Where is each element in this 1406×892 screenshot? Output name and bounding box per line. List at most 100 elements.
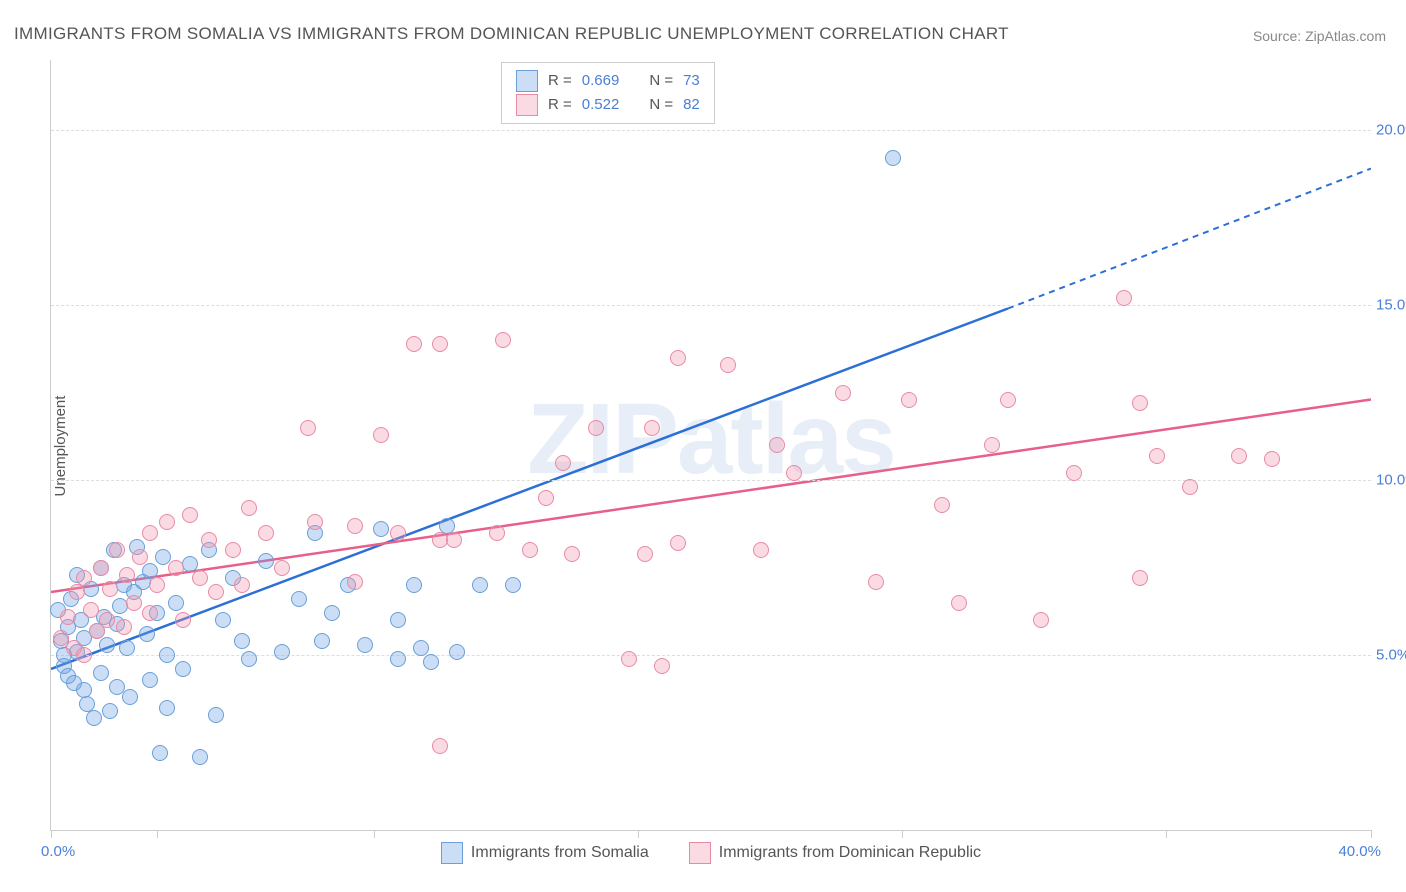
source-prefix: Source: [1253,28,1301,44]
data-point [119,567,135,583]
data-point [122,689,138,705]
data-point [564,546,580,562]
data-point [390,651,406,667]
data-point [182,507,198,523]
data-point [413,640,429,656]
data-point [142,605,158,621]
data-point [60,609,76,625]
data-point [225,542,241,558]
legend-row: R =0.669N =73 [516,69,700,93]
data-point [720,357,736,373]
data-point [1066,465,1082,481]
data-point [885,150,901,166]
data-point [234,577,250,593]
correlation-legend: R =0.669N =73R =0.522N =82 [501,62,715,124]
data-point [159,514,175,530]
series-legend: Immigrants from SomaliaImmigrants from D… [51,842,1371,864]
data-point [102,581,118,597]
data-point [472,577,488,593]
data-point [76,647,92,663]
data-point [291,591,307,607]
data-point [1182,479,1198,495]
data-point [76,570,92,586]
plot-area: ZIPatlas R =0.669N =73R =0.522N =82 0.0%… [50,60,1371,831]
data-point [1033,612,1049,628]
data-point [300,420,316,436]
data-point [390,525,406,541]
data-point [555,455,571,471]
data-point [654,658,670,674]
series-name: Immigrants from Dominican Republic [719,844,981,862]
data-point [93,560,109,576]
data-point [1116,290,1132,306]
data-point [83,602,99,618]
legend-swatch [441,842,463,864]
data-point [192,749,208,765]
legend-r-label: R = [548,69,572,93]
data-point [432,738,448,754]
data-point [753,542,769,558]
data-point [208,707,224,723]
data-point [175,661,191,677]
data-point [116,619,132,635]
data-point [152,745,168,761]
chart-title: IMMIGRANTS FROM SOMALIA VS IMMIGRANTS FR… [14,24,1009,44]
data-point [390,612,406,628]
y-tick-label: 5.0% [1376,647,1406,664]
source-label: Source: ZipAtlas.com [1253,28,1386,44]
data-point [314,633,330,649]
y-tick-label: 20.0% [1376,122,1406,139]
data-point [126,595,142,611]
data-point [99,637,115,653]
data-point [109,542,125,558]
data-point [1149,448,1165,464]
data-point [102,703,118,719]
data-point [505,577,521,593]
legend-swatch [689,842,711,864]
data-point [406,336,422,352]
data-point [234,633,250,649]
legend-r-value: 0.669 [582,69,620,93]
x-tick-mark [1371,830,1372,838]
gridline [51,480,1371,481]
data-point [93,665,109,681]
legend-row: R =0.522N =82 [516,93,700,117]
data-point [258,553,274,569]
data-point [495,332,511,348]
data-point [423,654,439,670]
x-tick-mark [638,830,639,838]
data-point [644,420,660,436]
y-tick-label: 10.0% [1376,472,1406,489]
data-point [201,532,217,548]
data-point [159,700,175,716]
data-point [357,637,373,653]
x-tick-mark [1166,830,1167,838]
data-point [621,651,637,667]
series-legend-item: Immigrants from Dominican Republic [689,842,981,864]
data-point [406,577,422,593]
data-point [274,644,290,660]
data-point [99,612,115,628]
x-tick-mark [374,830,375,838]
x-tick-mark [51,830,52,838]
regression-lines [51,60,1371,830]
data-point [901,392,917,408]
data-point [159,647,175,663]
data-point [951,595,967,611]
data-point [142,672,158,688]
data-point [835,385,851,401]
data-point [1132,570,1148,586]
data-point [670,535,686,551]
data-point [769,437,785,453]
legend-n-value: 73 [683,69,700,93]
data-point [69,584,85,600]
data-point [86,710,102,726]
data-point [149,577,165,593]
data-point [1000,392,1016,408]
data-point [192,570,208,586]
data-point [324,605,340,621]
source-value: ZipAtlas.com [1305,28,1386,44]
data-point [132,549,148,565]
data-point [670,350,686,366]
data-point [307,514,323,530]
